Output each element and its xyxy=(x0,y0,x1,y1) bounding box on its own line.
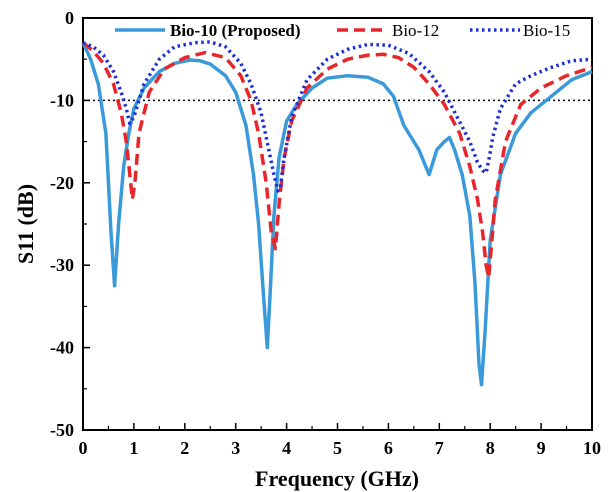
x-tick-label: 0 xyxy=(79,438,88,458)
x-tick-label: 5 xyxy=(333,438,342,458)
x-tick-labels: 0 1 2 3 4 5 6 7 8 9 10 xyxy=(79,438,602,458)
series-line-3 xyxy=(82,40,593,193)
x-axis-ticks xyxy=(82,423,593,430)
x-axis-title: Frequency (GHz) xyxy=(255,466,419,491)
y-axis-title: S11 (dB) xyxy=(13,184,38,264)
x-tick-label: 9 xyxy=(537,438,546,458)
x-tick-label: 3 xyxy=(231,438,240,458)
x-tick-label: 2 xyxy=(180,438,189,458)
legend-label-2: Bio-12 xyxy=(392,21,439,40)
y-tick-label: 0 xyxy=(65,8,74,28)
legend-label-1: Bio-10 (Proposed) xyxy=(170,21,301,40)
x-tick-label: 6 xyxy=(384,438,393,458)
y-axis-ticks xyxy=(83,17,90,431)
y-tick-label: -20 xyxy=(50,173,74,193)
x-tick-label: 1 xyxy=(129,438,138,458)
y-tick-label: -40 xyxy=(50,338,74,358)
x-tick-label: 8 xyxy=(486,438,495,458)
y-tick-labels: 0 -10 -20 -30 -40 -50 xyxy=(50,8,74,440)
y-tick-label: -50 xyxy=(50,420,74,440)
series-line-1 xyxy=(81,41,593,387)
y-tick-label: -30 xyxy=(50,255,74,275)
series-layer xyxy=(81,40,593,387)
y-tick-label: -10 xyxy=(50,90,74,110)
legend-label-3: Bio-15 xyxy=(523,21,570,40)
x-tick-label: 7 xyxy=(435,438,444,458)
legend: Bio-10 (Proposed) Bio-12 Bio-15 xyxy=(115,21,570,40)
series-line-2 xyxy=(81,41,593,280)
x-tick-label: 10 xyxy=(583,438,601,458)
x-tick-label: 4 xyxy=(282,438,291,458)
plot-area xyxy=(81,17,593,431)
